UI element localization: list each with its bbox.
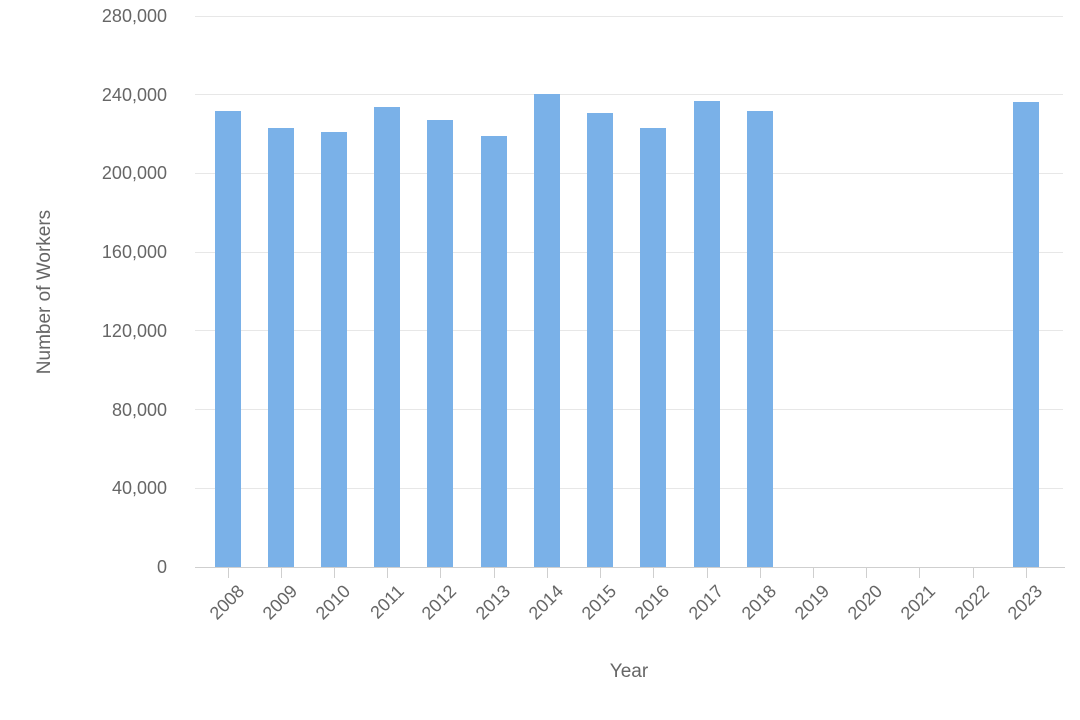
x-axis-tick-label-2009: 2009 (258, 581, 301, 624)
x-axis-tick-label-2020: 2020 (843, 581, 887, 624)
x-axis-tick-label-2018: 2018 (737, 581, 780, 624)
x-axis-tick (653, 568, 655, 578)
x-axis-tick (387, 568, 389, 578)
bar-2011[interactable] (374, 106, 401, 567)
y-axis-tick-label: 280,000 (101, 6, 167, 26)
y-gridline-160000 (195, 251, 1063, 253)
x-axis-tick (866, 568, 868, 578)
x-axis-title: Year (609, 661, 649, 682)
x-axis-tick (227, 568, 229, 578)
y-axis-tick-label: 200,000 (101, 163, 167, 184)
bar-2015[interactable] (587, 113, 614, 567)
y-axis-tick-label: 240,000 (101, 84, 167, 105)
x-axis-tick-label-2023: 2023 (1003, 581, 1047, 624)
x-axis-tick (546, 568, 548, 578)
x-axis-tick (493, 568, 495, 578)
x-axis-tick (706, 568, 708, 578)
x-axis-tick-label-2019: 2019 (790, 581, 834, 624)
bar-2014[interactable] (533, 93, 560, 567)
x-axis-tick (280, 568, 282, 578)
x-axis-tick-label-2008: 2008 (205, 581, 248, 624)
bar-2018[interactable] (746, 111, 773, 567)
x-axis-tick (600, 568, 602, 578)
x-axis-tick (440, 568, 442, 578)
y-axis-tick-label: 120,000 (101, 320, 167, 341)
x-axis-tick-label-2011: 2011 (365, 581, 408, 623)
x-axis-tick-label-2017: 2017 (684, 581, 727, 624)
bar-2017[interactable] (693, 100, 720, 567)
bar-2008[interactable] (214, 111, 241, 567)
bar-2012[interactable] (427, 120, 454, 567)
y-axis-tick-label: 40,000 (111, 478, 167, 499)
y-axis-tick-label: 160,000 (101, 242, 167, 263)
y-gridline-200000 (195, 172, 1063, 174)
x-axis-tick-label-2010: 2010 (311, 581, 355, 624)
y-gridline-40000 (195, 487, 1063, 489)
x-axis-tick (813, 568, 815, 578)
x-axis-tick (334, 568, 336, 578)
x-axis-tick-label-2015: 2015 (577, 581, 621, 624)
y-axis-tick-label: 80,000 (111, 399, 167, 420)
x-axis-tick (759, 568, 761, 578)
y-axis-tick-label: 0 (156, 557, 167, 577)
x-axis-tick-label-2021: 2021 (897, 581, 940, 624)
x-axis-tick (919, 568, 921, 578)
x-axis-tick-label-2012: 2012 (418, 581, 461, 624)
x-axis-tick-label-2022: 2022 (950, 581, 993, 624)
x-axis-tick-label-2013: 2013 (471, 581, 514, 624)
x-axis-tick-label-2016: 2016 (631, 581, 674, 624)
x-axis-tick-label-2014: 2014 (524, 581, 568, 624)
y-gridline-240000 (195, 94, 1063, 96)
bar-2009[interactable] (267, 128, 294, 567)
x-axis-tick (972, 568, 974, 578)
bar-2010[interactable] (321, 132, 348, 567)
y-gridline-120000 (195, 330, 1063, 332)
x-axis-line (195, 567, 1065, 568)
bar-2023[interactable] (1012, 101, 1039, 567)
y-gridline-280000 (195, 15, 1063, 17)
bar-2013[interactable] (480, 136, 507, 567)
y-gridline-80000 (195, 409, 1063, 411)
bar-2016[interactable] (640, 128, 667, 567)
x-axis-tick (1025, 568, 1027, 578)
